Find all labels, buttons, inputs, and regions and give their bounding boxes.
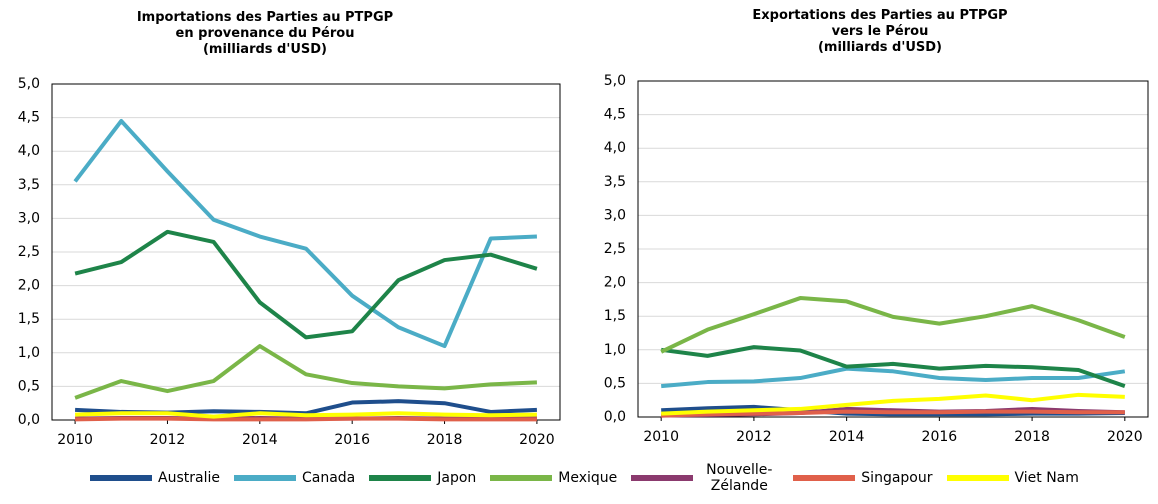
legend-entry: Singapour: [793, 470, 933, 486]
y-tick-label: 0,0: [18, 412, 40, 428]
y-tick-label: 2,0: [604, 275, 626, 291]
y-tick-label: 4,5: [604, 107, 626, 123]
legend-entry: Mexique: [490, 470, 617, 486]
x-tick-label: 2020: [519, 432, 555, 448]
x-tick-label: 2010: [57, 432, 93, 448]
legend-label: Canada: [301, 470, 356, 486]
x-tick-label: 2016: [922, 429, 958, 445]
chart-title: Exportations des Parties au PTPGP vers l…: [752, 8, 1008, 55]
legend-swatch: [946, 475, 1009, 481]
x-tick-label: 2018: [427, 432, 463, 448]
legend-swatch: [369, 475, 432, 481]
x-tick-label: 2012: [736, 429, 772, 445]
legend-swatch: [631, 475, 694, 481]
line: [660, 296, 1126, 354]
y-tick-label: 0,5: [18, 378, 40, 394]
legend-entry: Japon: [369, 470, 476, 486]
legend-swatch: [490, 475, 553, 481]
y-tick-label: 0,0: [604, 409, 626, 425]
y-tick-label: 2,0: [18, 278, 40, 294]
line: [660, 345, 1126, 388]
x-tick-label: 2020: [1107, 429, 1143, 445]
legend-label: Viet Nam: [1014, 470, 1079, 486]
y-tick-label: 1,5: [18, 311, 40, 327]
legend-swatch: [233, 475, 296, 481]
y-tick-label: 5,0: [18, 76, 40, 92]
chart-title: Importations des Parties au PTPGP en pro…: [136, 10, 394, 57]
y-tick-label: 1,5: [604, 308, 626, 324]
line: [661, 409, 1125, 418]
legend-label: Mexique: [558, 470, 618, 486]
y-tick-label: 0,5: [604, 375, 626, 391]
x-tick-label: 2014: [242, 432, 278, 448]
legend-label: Japon: [437, 470, 477, 486]
y-tick-label: 3,5: [604, 174, 626, 190]
y-tick-label: 1,0: [604, 342, 626, 358]
y-tick-label: 5,0: [604, 73, 626, 89]
x-tick-label: 2018: [1014, 429, 1050, 445]
line: [74, 344, 537, 400]
legend-swatch: [793, 475, 856, 481]
x-tick-label: 2016: [334, 432, 370, 448]
y-tick-label: 2,5: [18, 244, 40, 260]
line: [75, 416, 537, 422]
y-tick-label: 4,0: [18, 143, 40, 159]
y-tick-label: 3,0: [604, 207, 626, 223]
line: [73, 118, 537, 349]
legend-label: Singapour: [861, 470, 933, 486]
x-tick-label: 2014: [829, 429, 865, 445]
legend-entry: Canada: [233, 470, 356, 486]
x-tick-label: 2012: [150, 432, 186, 448]
line: [661, 392, 1125, 416]
y-tick-label: 3,0: [18, 210, 40, 226]
line: [661, 366, 1126, 389]
legend-entry: Nouvelle-Zélande: [631, 462, 779, 494]
legend-entry: Viet Nam: [946, 470, 1079, 486]
legend-swatch: [90, 475, 152, 481]
y-tick-label: 4,0: [604, 140, 626, 156]
y-tick-label: 2,5: [604, 241, 626, 257]
x-tick-label: 2010: [643, 429, 679, 445]
y-tick-label: 1,0: [18, 345, 40, 361]
y-tick-label: 4,5: [18, 110, 40, 126]
legend-label: Nouvelle-Zélande: [706, 462, 773, 494]
line: [74, 229, 538, 340]
plot-frame: [637, 80, 1149, 418]
legend-label: Australie: [158, 470, 220, 486]
line: [75, 411, 537, 419]
legend-entry: Australie: [90, 470, 220, 486]
legend: Australie Canada Japon Mexique Nouvelle-Zéla…: [90, 462, 1093, 494]
y-tick-label: 3,5: [18, 177, 40, 193]
